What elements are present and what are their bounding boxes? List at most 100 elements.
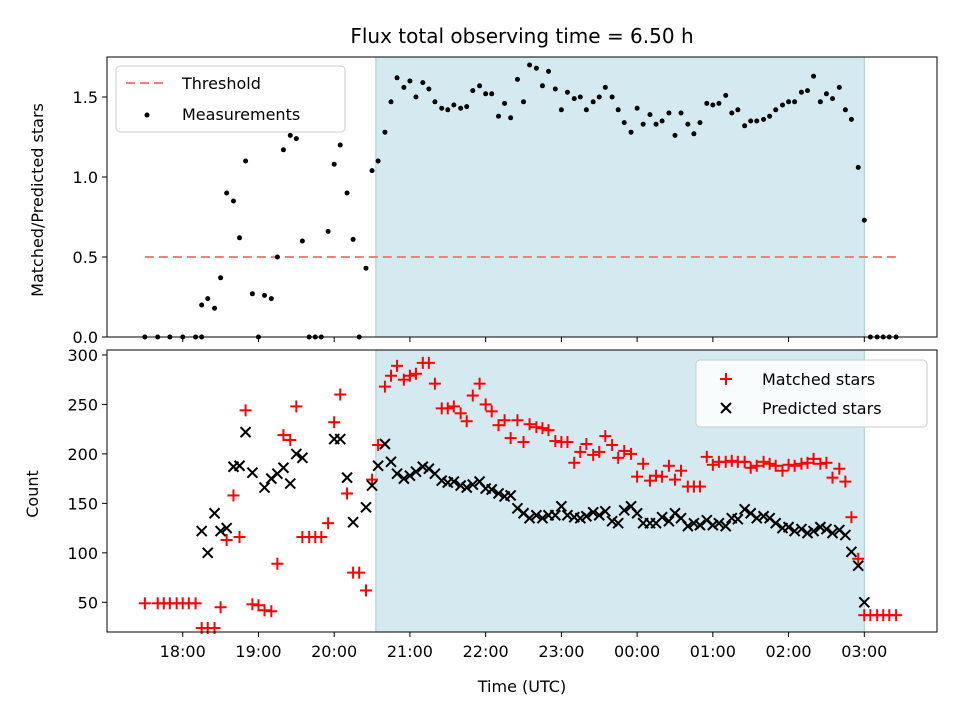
predicted-star-point	[410, 465, 422, 478]
predicted-star-point-b	[631, 507, 643, 519]
measurement-point	[602, 84, 608, 90]
matched-star-point	[890, 609, 903, 622]
bottom-x-tick-label: 19:00	[235, 642, 281, 661]
predicted-star-point-b	[448, 475, 460, 488]
measurement-point	[287, 132, 293, 138]
predicted-star-point	[334, 433, 346, 445]
matched-star-point	[334, 388, 347, 401]
predicted-star-point-b	[284, 477, 296, 490]
measurement-point	[533, 65, 539, 71]
measurement-point	[331, 161, 337, 167]
predicted-star-point-b	[738, 503, 751, 516]
matched-star-point	[284, 434, 297, 447]
predicted-star-point-b	[492, 487, 505, 500]
matched-star-point	[580, 438, 593, 450]
predicted-star-point-b	[720, 520, 732, 532]
measurement-point	[754, 118, 760, 124]
predicted-star-point	[839, 529, 852, 541]
matched-star-point	[403, 369, 416, 382]
matched-star-point	[643, 474, 656, 487]
bottom-x-tick-label: 00:00	[614, 642, 660, 661]
predicted-star-point	[769, 517, 782, 529]
measurement-point	[539, 83, 545, 89]
measurement-point	[767, 113, 773, 119]
predicted-star-point	[448, 475, 460, 488]
measurement-point	[798, 89, 804, 95]
legend-matched-swatch	[720, 373, 732, 385]
predicted-star-point	[682, 520, 694, 532]
matched-star-point	[189, 597, 202, 610]
predicted-star-point	[738, 503, 751, 516]
matched-star-point	[769, 459, 782, 472]
bottom-y-ticks: 50 100 150 200 250 300	[67, 346, 107, 612]
matched-star-point	[750, 459, 763, 472]
measurement-point	[388, 99, 394, 105]
measurement-point	[439, 105, 445, 111]
predicted-star-point-b	[379, 438, 391, 450]
bottom-x-tick-label: 18:00	[160, 642, 206, 661]
measurement-point	[723, 92, 729, 98]
bottom-x-tick-label: 21:00	[387, 642, 433, 661]
predicted-star-point	[296, 452, 309, 464]
predicted-star-point-b	[404, 469, 416, 482]
measurement-point	[786, 99, 792, 105]
top-x-ticks	[182, 337, 865, 342]
matched-star-point	[227, 489, 240, 502]
predicted-star-point	[530, 509, 543, 521]
predicted-star-point-b	[555, 500, 568, 513]
predicted-star-point-b	[839, 529, 852, 541]
matched-star-point	[466, 389, 479, 402]
predicted-star-point	[555, 500, 568, 513]
matched-star-point	[454, 407, 467, 420]
measurement-point	[445, 107, 451, 113]
matched-star-point	[693, 480, 706, 493]
measurement-point	[855, 164, 861, 170]
predicted-star-point	[820, 523, 833, 535]
top-legend: Threshold Measurements	[115, 65, 346, 133]
bottom-y-tick-label: 200	[67, 445, 98, 464]
measurement-point	[325, 228, 331, 234]
measurement-point	[212, 305, 218, 311]
measurement-point	[773, 107, 779, 113]
legend-predicted-swatch	[720, 402, 732, 414]
predicted-star-point-b	[523, 512, 536, 524]
matched-star-point	[353, 566, 366, 579]
predicted-star-point	[347, 516, 359, 528]
measurement-point	[521, 99, 527, 105]
predicted-star-point-b	[682, 520, 694, 532]
matched-star-point	[625, 447, 638, 460]
matched-star-point	[631, 470, 644, 483]
predicted-star-point-b	[517, 507, 530, 519]
top-y-tick-label: 1.5	[73, 88, 98, 107]
predicted-star-point-b	[479, 482, 492, 495]
bottom-panel-frame	[106, 349, 938, 633]
predicted-star-point-b	[599, 505, 612, 517]
predicted-star-point-b	[290, 448, 303, 460]
predicted-star-point-b	[852, 559, 864, 572]
matched-star-point	[214, 601, 227, 614]
matched-star-point	[606, 438, 619, 451]
matched-star-point	[473, 377, 486, 390]
predicted-star-point	[404, 469, 416, 482]
measurement-point	[697, 120, 703, 126]
measurement-point	[634, 105, 640, 111]
predicted-star-point	[612, 517, 624, 529]
measurement-point	[243, 158, 249, 164]
predicted-star-point	[663, 515, 675, 527]
predicted-star-point	[246, 466, 259, 479]
matched-star-point	[574, 445, 587, 458]
predicted-star-point-b	[366, 479, 378, 492]
predicted-star-point	[284, 477, 296, 490]
measurement-point	[382, 129, 388, 135]
predicted-star-point	[233, 460, 246, 472]
matched-star-point	[239, 404, 252, 417]
predicted-star-point-b	[296, 452, 309, 464]
predicted-star-point	[277, 462, 290, 474]
x-axis-label: Time (UTC)	[477, 677, 566, 696]
predicted-star-point	[341, 471, 353, 484]
top-panel: 0.0 0.5 1.0 1.5 Matched/Predicted stars Thr…	[28, 56, 938, 347]
bottom-x-tick-label: 23:00	[538, 642, 584, 661]
predicted-star-point-b	[568, 511, 580, 523]
measurement-point	[218, 275, 224, 281]
predicted-star-point	[732, 513, 744, 525]
